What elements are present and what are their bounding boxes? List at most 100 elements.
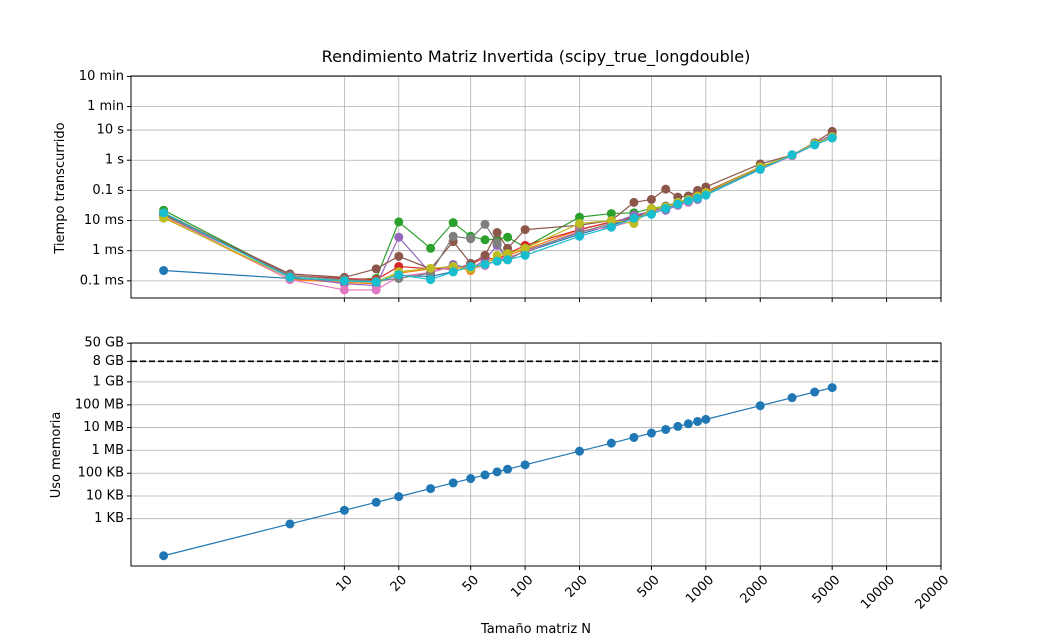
data-point xyxy=(693,193,703,203)
data-point xyxy=(285,272,295,282)
data-point xyxy=(503,464,513,474)
data-point xyxy=(339,276,349,286)
axes: 0.1 ms 1 ms 10 ms 0.1 s 1 s 10 s 1 min 10 min xyxy=(79,69,942,302)
data-point xyxy=(810,387,820,397)
data-point xyxy=(480,470,490,480)
data-point xyxy=(285,519,295,529)
data-point xyxy=(394,492,404,502)
y-tick-label: 100 MB xyxy=(75,397,124,412)
data-point xyxy=(810,140,820,150)
data-point xyxy=(827,133,837,143)
data-point xyxy=(520,225,530,235)
y-tick-label: 10 KB xyxy=(86,488,124,503)
data-point xyxy=(755,164,765,174)
data-point xyxy=(606,438,616,448)
data-point xyxy=(492,256,502,266)
data-point xyxy=(492,467,502,477)
data-point xyxy=(683,419,693,429)
data-point xyxy=(426,263,436,273)
data-point xyxy=(480,235,490,245)
y-tick-label: 0.1 ms xyxy=(80,273,124,288)
y-tick-label: 10 min xyxy=(79,69,124,84)
data-point xyxy=(503,255,513,265)
data-point xyxy=(394,217,404,227)
data-point xyxy=(426,484,436,494)
data-point xyxy=(480,250,490,260)
data-point xyxy=(606,222,616,232)
x-tick-label: 10000 xyxy=(858,573,898,613)
data-point xyxy=(371,285,381,295)
data-point xyxy=(661,424,671,434)
data-point xyxy=(448,478,458,488)
data-point xyxy=(480,259,490,269)
data-point xyxy=(394,270,404,280)
data-point xyxy=(787,150,797,160)
data-point xyxy=(701,190,711,200)
axes: 10 20 50 100 200 500 1000 2000 5000 10000 20000 1 K… xyxy=(75,336,952,613)
y-tick-label: 1 GB xyxy=(93,374,124,389)
data-point xyxy=(673,199,683,209)
data-point xyxy=(394,232,404,242)
data-point xyxy=(448,231,458,241)
x-tick-label: 2000 xyxy=(738,573,772,607)
y-tick-label: 10 MB xyxy=(83,420,124,435)
axes-frame xyxy=(130,75,942,299)
data-point xyxy=(646,428,656,438)
y-tick-label: 1 min xyxy=(87,99,124,114)
data-point xyxy=(466,234,476,244)
data-point xyxy=(673,421,683,431)
data-point xyxy=(575,212,585,222)
y-axis-label: Tiempo transcurrido xyxy=(53,122,68,254)
data-point xyxy=(629,432,639,442)
y-tick-label: 10 ms xyxy=(84,213,124,228)
data-point xyxy=(520,250,530,260)
data-point xyxy=(466,474,476,484)
data-point xyxy=(606,216,616,226)
data-point xyxy=(701,414,711,424)
data-point xyxy=(575,446,585,456)
x-tick-label: 10 xyxy=(333,573,355,595)
data-point xyxy=(371,497,381,507)
data-point xyxy=(426,275,436,285)
y-tick-label: 0.1 s xyxy=(92,183,124,198)
y-tick-label: 1 MB xyxy=(91,443,124,458)
data-point xyxy=(646,194,656,204)
data-point xyxy=(755,401,765,411)
y-axis-label: Uso memoria xyxy=(49,412,64,499)
x-tick-label: 5000 xyxy=(809,573,843,607)
data-point xyxy=(159,208,169,218)
data-point xyxy=(661,184,671,194)
data-point xyxy=(693,416,703,426)
y-tick-label: 10 s xyxy=(97,123,125,138)
data-point xyxy=(371,264,381,274)
data-point xyxy=(159,551,169,561)
data-point xyxy=(503,249,513,259)
data-point xyxy=(339,505,349,515)
data-point xyxy=(661,204,671,214)
data-point xyxy=(787,393,797,403)
data-point xyxy=(448,218,458,228)
y-tick-label: 1 s xyxy=(105,153,124,168)
y-tick-label: 1 ms xyxy=(92,243,124,258)
y-tick-label: 50 GB xyxy=(84,336,124,351)
y-tick-label: 1 KB xyxy=(94,511,124,526)
series-line xyxy=(163,136,833,291)
x-axis-label: Tamaño matriz N xyxy=(480,622,591,636)
data-point xyxy=(629,197,639,207)
x-tick-label: 200 xyxy=(563,573,591,601)
axes-frame xyxy=(130,342,942,567)
x-tick-label: 20000 xyxy=(912,573,952,613)
x-tick-label: 50 xyxy=(460,573,482,595)
y-tick-label: 8 GB xyxy=(93,354,124,369)
y-tick-label: 100 KB xyxy=(78,466,124,481)
data-point xyxy=(629,213,639,223)
data-point xyxy=(466,261,476,271)
data-point xyxy=(426,243,436,253)
data-point xyxy=(575,218,585,228)
data-point xyxy=(827,383,837,393)
data-point xyxy=(448,267,458,277)
data-point xyxy=(394,251,404,261)
x-tick-label: 100 xyxy=(508,573,536,601)
